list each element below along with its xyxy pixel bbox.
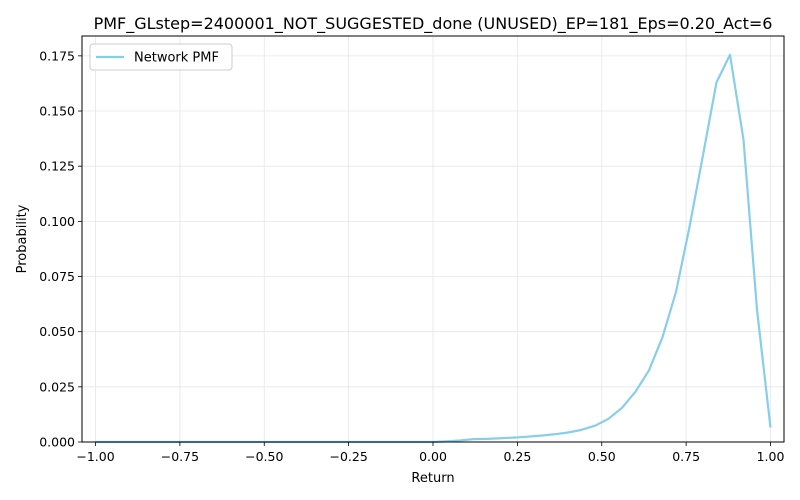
x-axis-label: Return [411, 471, 454, 486]
x-tick-label: −0.25 [329, 449, 367, 464]
x-tick-label: 0.25 [503, 449, 531, 464]
x-tick-label: −1.00 [76, 449, 114, 464]
grid-lines [82, 36, 784, 443]
y-tick-label: 0.075 [39, 269, 75, 284]
y-axis-label: Probability [15, 204, 30, 273]
y-axis: 0.000 0.025 0.050 0.075 0.100 0.125 0.150 0.175 [39, 48, 82, 450]
x-tick-label: 0.75 [672, 449, 700, 464]
x-tick-label: −0.75 [161, 449, 199, 464]
x-tick-label: −0.50 [245, 449, 283, 464]
legend-box [89, 43, 233, 71]
legend-label-network-pmf: Network PMF [134, 51, 219, 66]
y-tick-label: 0.025 [39, 379, 75, 394]
x-tick-label: 0.00 [419, 449, 447, 464]
x-axis: −1.00 −0.75 −0.50 −0.25 0.00 0.25 0.50 0.75 1.00 [76, 442, 784, 464]
y-tick-label: 0.000 [39, 435, 75, 450]
legend: Network PMF [89, 43, 233, 71]
y-tick-label: 0.175 [39, 48, 75, 63]
chart-title: PMF_GLstep=2400001_NOT_SUGGESTED_done (U… [94, 14, 773, 34]
x-tick-label: 1.00 [757, 449, 785, 464]
y-tick-label: 0.050 [39, 324, 75, 339]
y-tick-label: 0.150 [39, 104, 75, 119]
y-tick-label: 0.100 [39, 214, 75, 229]
y-tick-label: 0.125 [39, 159, 75, 174]
x-tick-label: 0.50 [588, 449, 616, 464]
